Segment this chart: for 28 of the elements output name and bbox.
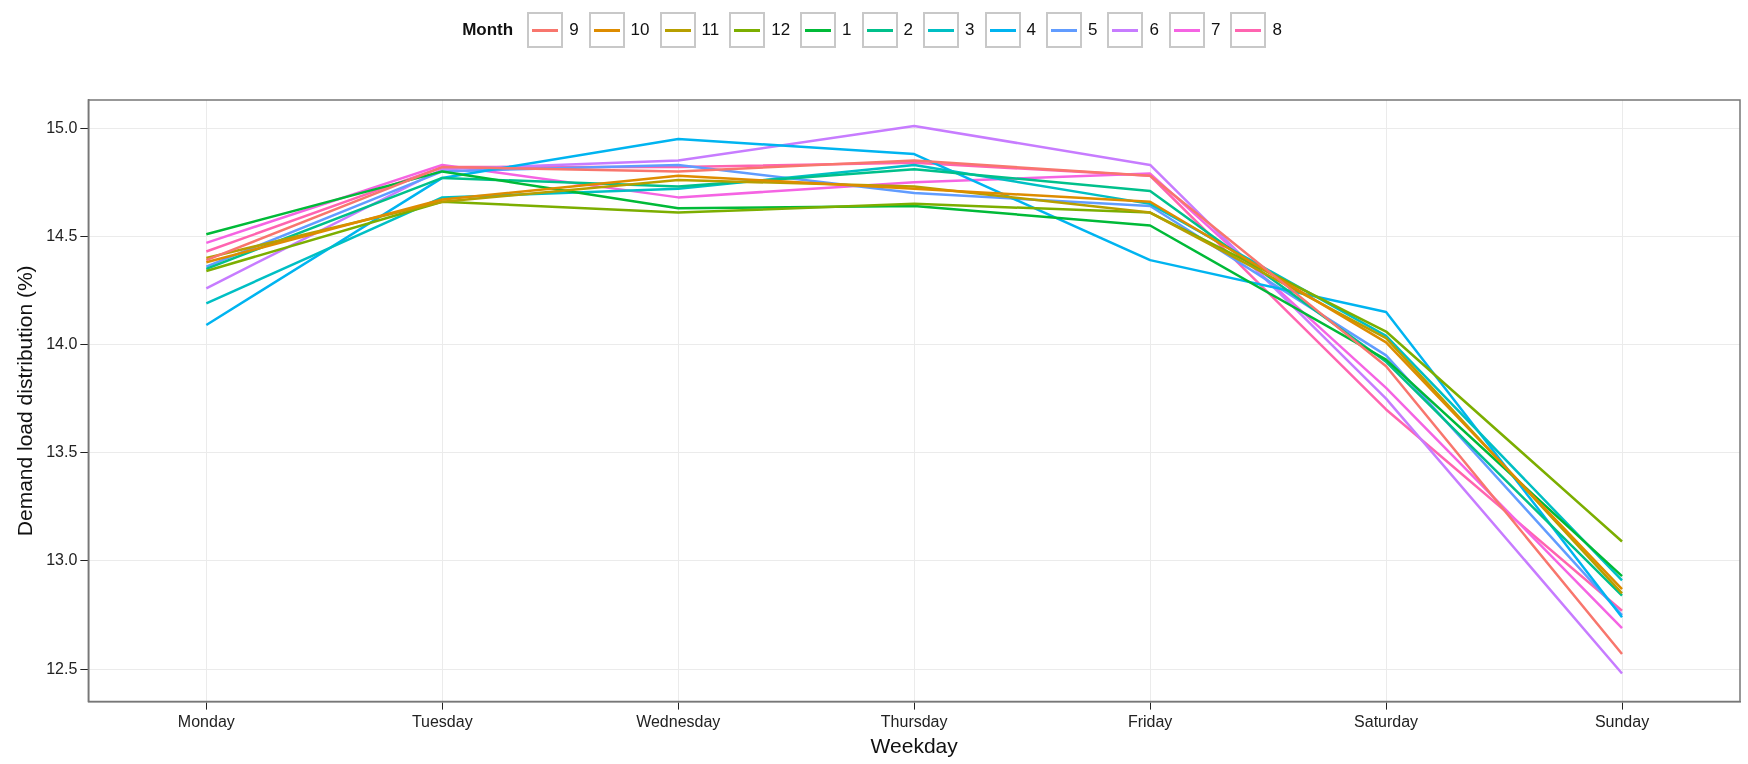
x-tick-label: Monday [177, 712, 235, 730]
x-tick-label: Friday [1127, 712, 1173, 730]
x-tick-label: Wednesday [636, 712, 721, 730]
legend-label: 3 [965, 20, 975, 40]
legend-label: 6 [1149, 20, 1159, 40]
legend-label: 7 [1210, 20, 1221, 40]
y-tick-label: 12.5 [46, 659, 78, 677]
y-tick-label: 14.5 [46, 226, 78, 244]
legend-label: 10 [630, 20, 650, 40]
x-tick-label: Tuesday [411, 712, 473, 730]
y-tick-label: 13.0 [46, 551, 78, 569]
legend-label: 11 [701, 20, 720, 40]
legend-label: 12 [771, 20, 791, 40]
y-tick-label: 13.5 [46, 443, 78, 461]
legend-label: 4 [1026, 20, 1036, 40]
x-tick-label: Sunday [1594, 712, 1650, 730]
legend-title: Month [462, 20, 514, 40]
y-axis-title: Demand load distribution (%) [13, 265, 37, 537]
y-tick-label: 15.0 [46, 118, 78, 136]
legend-label: 5 [1087, 20, 1098, 40]
x-axis-title: Weekday [870, 734, 959, 758]
y-tick-label: 14.0 [46, 334, 78, 352]
x-tick-label: Thursday [880, 712, 948, 730]
legend-label: 9 [569, 20, 579, 40]
x-tick-label: Saturday [1354, 712, 1419, 730]
legend-label: 8 [1272, 20, 1282, 40]
legend-label: 1 [842, 20, 852, 40]
legend-label: 2 [903, 20, 914, 40]
